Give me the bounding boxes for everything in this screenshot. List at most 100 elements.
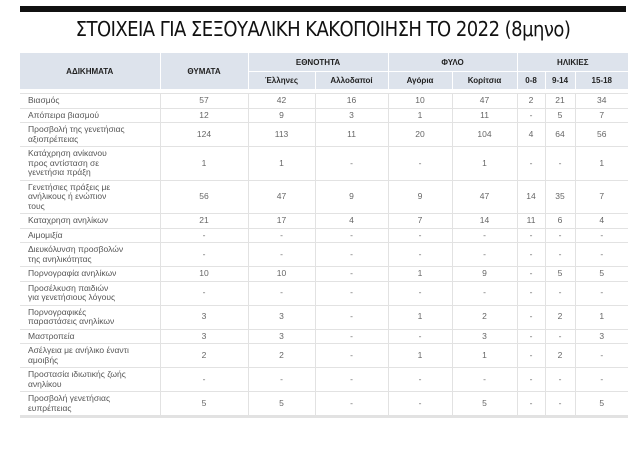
table-cell: -: [314, 242, 389, 267]
table-row: Διευκόλυνση προσβολών της ανηλικότητας - -…: [20, 242, 629, 267]
table-cell: 11: [516, 213, 546, 229]
table-cell: 5: [159, 391, 248, 418]
table-cell: 7: [574, 108, 629, 123]
table-cell: -: [544, 146, 576, 181]
table-cell: -: [574, 343, 629, 368]
table-cell: 56: [574, 122, 629, 147]
table-cell: -: [159, 228, 248, 243]
header-greeks: Έλληνες: [247, 71, 315, 89]
header-age-9-14: 9-14: [544, 71, 576, 89]
table-cell: -: [159, 367, 248, 392]
table-cell: -: [544, 242, 576, 267]
table-cell: -: [544, 329, 576, 344]
table-cell: -: [387, 242, 453, 267]
table-cell: 42: [247, 93, 315, 109]
table-cell: 47: [451, 93, 518, 109]
table-cell: -: [516, 343, 546, 368]
table-cell: 10: [247, 266, 315, 282]
header-foreigners: Αλλοδαποί: [314, 71, 389, 89]
table-row: Προσβολή γενετήσιας ευπρέπειας 5 5- -5- -5: [20, 391, 629, 418]
row-label: Απόπειρα βιασμού: [20, 108, 160, 123]
table-cell: -: [516, 146, 546, 181]
table-cell: -: [387, 367, 453, 392]
row-label: Προσβολή γενετήσιας ευπρέπειας: [20, 391, 160, 418]
table-cell: 5: [451, 391, 518, 418]
table-cell: 14: [516, 180, 546, 214]
header-victims: ΘΥΜΑΤΑ: [159, 53, 248, 89]
table-cell: -: [314, 281, 389, 306]
table-cell: -: [387, 281, 453, 306]
table-row: Καταχρηση ανηλίκων 21 17 4 7 14 11 6 4: [20, 213, 629, 229]
row-label: Πορνογραφικές παραστάσεις ανηλίκων: [20, 305, 160, 330]
table-cell: 3: [247, 329, 315, 344]
table-cell: 64: [544, 122, 576, 147]
offences-table: ΑΔΙΚΗΜΑΤΑ ΘΥΜΑΤΑ ΕΘΝΟΤΗΤΑ ΦΥΛΟ ΗΛΙΚΙΕΣ Έ…: [20, 53, 629, 418]
table-cell: 10: [387, 93, 453, 109]
table-cell: 35: [544, 180, 576, 214]
header-nationality: ΕΘΝΟΤΗΤΑ: [247, 53, 389, 72]
table-cell: -: [516, 108, 546, 123]
table-cell: 2: [247, 343, 315, 368]
table-cell: -: [314, 146, 389, 181]
table-cell: 4: [516, 122, 546, 147]
table-row: Προσβολή της γενετήσιας αξιοπρέπειας 124 1…: [20, 122, 629, 147]
table-cell: 9: [314, 180, 389, 214]
table-cell: -: [314, 266, 389, 282]
table-cell: 57: [159, 93, 248, 109]
table-row: Πορνογραφία ανηλίκων 10 10-1 9-5 5: [20, 266, 629, 282]
table-cell: -: [516, 281, 546, 306]
table-cell: 5: [574, 266, 629, 282]
table-row: Βιασμός 57 42 16 10 47 2 21 34: [20, 93, 629, 109]
row-label: Διευκόλυνση προσβολών της ανηλικότητας: [20, 242, 160, 267]
table-cell: -: [516, 242, 546, 267]
table-cell: 1: [574, 146, 629, 181]
table-cell: -: [451, 228, 518, 243]
table-cell: 3: [314, 108, 389, 123]
table-cell: -: [574, 228, 629, 243]
header-gender: ΦΥΛΟ: [387, 53, 518, 72]
table-cell: 1: [247, 146, 315, 181]
table-cell: -: [314, 228, 389, 243]
row-label: Προσέλκυση παιδιών για γενετήσιους λόγου…: [20, 281, 160, 306]
table-cell: 113: [247, 122, 315, 147]
table-cell: 7: [574, 180, 629, 214]
table-cell: 3: [574, 329, 629, 344]
table-cell: 17: [247, 213, 315, 229]
table-cell: -: [247, 367, 315, 392]
table-cell: -: [451, 281, 518, 306]
table-cell: 4: [314, 213, 389, 229]
row-label: Γενετήσιες πράξεις με ανήλικους ή ενώπιο…: [20, 180, 160, 214]
table-cell: 47: [451, 180, 518, 214]
header-ages: ΗΛΙΚΙΕΣ: [516, 53, 629, 72]
table-row: Κατάχρηση ανίκανου προς αντίσταση σε γεν…: [20, 146, 629, 181]
table-cell: 21: [544, 93, 576, 109]
row-label: Προσβολή της γενετήσιας αξιοπρέπειας: [20, 122, 160, 147]
table-cell: 5: [544, 266, 576, 282]
table-cell: 5: [247, 391, 315, 418]
table-cell: 2: [516, 93, 546, 109]
table-cell: 5: [574, 391, 629, 418]
table-row: Μαστροπεία 3 3- -3- -3: [20, 329, 629, 344]
table-cell: -: [544, 391, 576, 418]
table-cell: 1: [574, 305, 629, 330]
table-cell: 9: [451, 266, 518, 282]
table-cell: -: [516, 391, 546, 418]
table-row: Αιμομιξία - - - - - - - -: [20, 228, 629, 243]
table-cell: -: [314, 391, 389, 418]
table-cell: -: [159, 242, 248, 267]
table-cell: 9: [247, 108, 315, 123]
table-cell: -: [516, 266, 546, 282]
header-age-0-8: 0-8: [516, 71, 546, 89]
table-cell: 9: [387, 180, 453, 214]
table-cell: 11: [451, 108, 518, 123]
table-cell: -: [516, 329, 546, 344]
row-label: Καταχρηση ανηλίκων: [20, 213, 160, 229]
table-cell: -: [314, 329, 389, 344]
table-cell: 7: [387, 213, 453, 229]
table-cell: 34: [574, 93, 629, 109]
table-row: Απόπειρα βιασμού 12 9 3 1 11-5 7: [20, 108, 629, 123]
table-cell: 4: [574, 213, 629, 229]
table-cell: 3: [159, 329, 248, 344]
row-label: Κατάχρηση ανίκανου προς αντίσταση σε γεν…: [20, 146, 160, 181]
table-cell: 2: [451, 305, 518, 330]
